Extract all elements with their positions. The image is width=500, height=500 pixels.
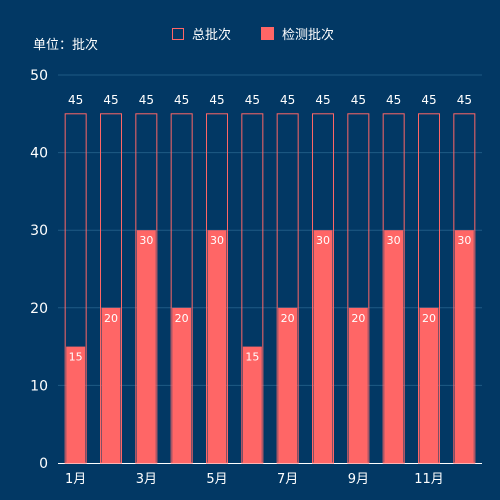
data-label-total-5: 45 bbox=[209, 93, 224, 107]
y-tick-label-20: 20 bbox=[30, 301, 48, 317]
legend-item-tested[interactable]: 检测批次 bbox=[261, 24, 334, 43]
data-label-total-6: 45 bbox=[245, 93, 260, 107]
data-label-total-10: 45 bbox=[386, 93, 401, 107]
bar-tested-11 bbox=[419, 307, 439, 463]
legend-label-total: 总批次 bbox=[192, 28, 232, 43]
data-label-tested-9: 20 bbox=[351, 312, 365, 325]
unit-label: 单位：批次 bbox=[33, 38, 99, 53]
data-label-tested-12: 30 bbox=[457, 234, 471, 247]
legend-item-total[interactable]: 总批次 bbox=[172, 24, 231, 43]
data-label-total-7: 45 bbox=[280, 93, 295, 107]
legend-swatch-total bbox=[172, 27, 184, 40]
x-tick-label-3: 3月 bbox=[136, 472, 157, 487]
x-tick-label-7: 7月 bbox=[277, 472, 298, 487]
y-tick-label-50: 50 bbox=[30, 68, 48, 84]
data-label-total-4: 45 bbox=[174, 93, 189, 107]
data-label-total-8: 45 bbox=[315, 93, 330, 107]
bar-tested-1 bbox=[66, 346, 86, 463]
data-label-total-12: 45 bbox=[457, 93, 472, 107]
bar-tested-3 bbox=[136, 230, 156, 463]
data-label-tested-11: 20 bbox=[422, 312, 436, 325]
bar-tested-5 bbox=[207, 230, 227, 463]
bar-tested-12 bbox=[454, 230, 474, 463]
data-label-total-1: 45 bbox=[68, 93, 83, 107]
y-tick-label-0: 0 bbox=[39, 456, 48, 472]
data-label-tested-10: 30 bbox=[387, 234, 401, 247]
x-tick-label-1: 1月 bbox=[65, 472, 86, 487]
x-tick-label-5: 5月 bbox=[206, 472, 227, 487]
data-label-tested-4: 20 bbox=[175, 312, 189, 325]
data-label-total-2: 45 bbox=[103, 93, 118, 107]
y-tick-label-10: 10 bbox=[30, 378, 48, 394]
bar-tested-4 bbox=[172, 307, 192, 463]
y-tick-label-40: 40 bbox=[30, 146, 48, 162]
x-tick-label-11: 11月 bbox=[414, 472, 444, 487]
legend: 总批次 检测批次 bbox=[172, 24, 334, 43]
x-tick-label-9: 9月 bbox=[348, 472, 369, 487]
data-label-total-9: 45 bbox=[351, 93, 366, 107]
bar-tested-7 bbox=[278, 307, 298, 463]
bar-tested-9 bbox=[348, 307, 368, 463]
data-label-total-3: 45 bbox=[139, 93, 154, 107]
data-label-tested-2: 20 bbox=[104, 312, 118, 325]
legend-label-tested: 检测批次 bbox=[282, 28, 335, 43]
bar-tested-10 bbox=[384, 230, 404, 463]
data-label-tested-5: 30 bbox=[210, 234, 224, 247]
bar-tested-6 bbox=[242, 346, 262, 463]
legend-swatch-tested bbox=[261, 27, 275, 40]
data-label-tested-1: 15 bbox=[69, 351, 83, 364]
data-label-tested-3: 30 bbox=[139, 234, 153, 247]
data-label-tested-7: 20 bbox=[281, 312, 295, 325]
bar-tested-8 bbox=[313, 230, 333, 463]
data-label-total-11: 45 bbox=[421, 93, 436, 107]
data-label-tested-6: 15 bbox=[245, 351, 259, 364]
y-tick-label-30: 30 bbox=[30, 223, 48, 239]
data-label-tested-8: 30 bbox=[316, 234, 330, 247]
bar-tested-2 bbox=[101, 307, 121, 463]
